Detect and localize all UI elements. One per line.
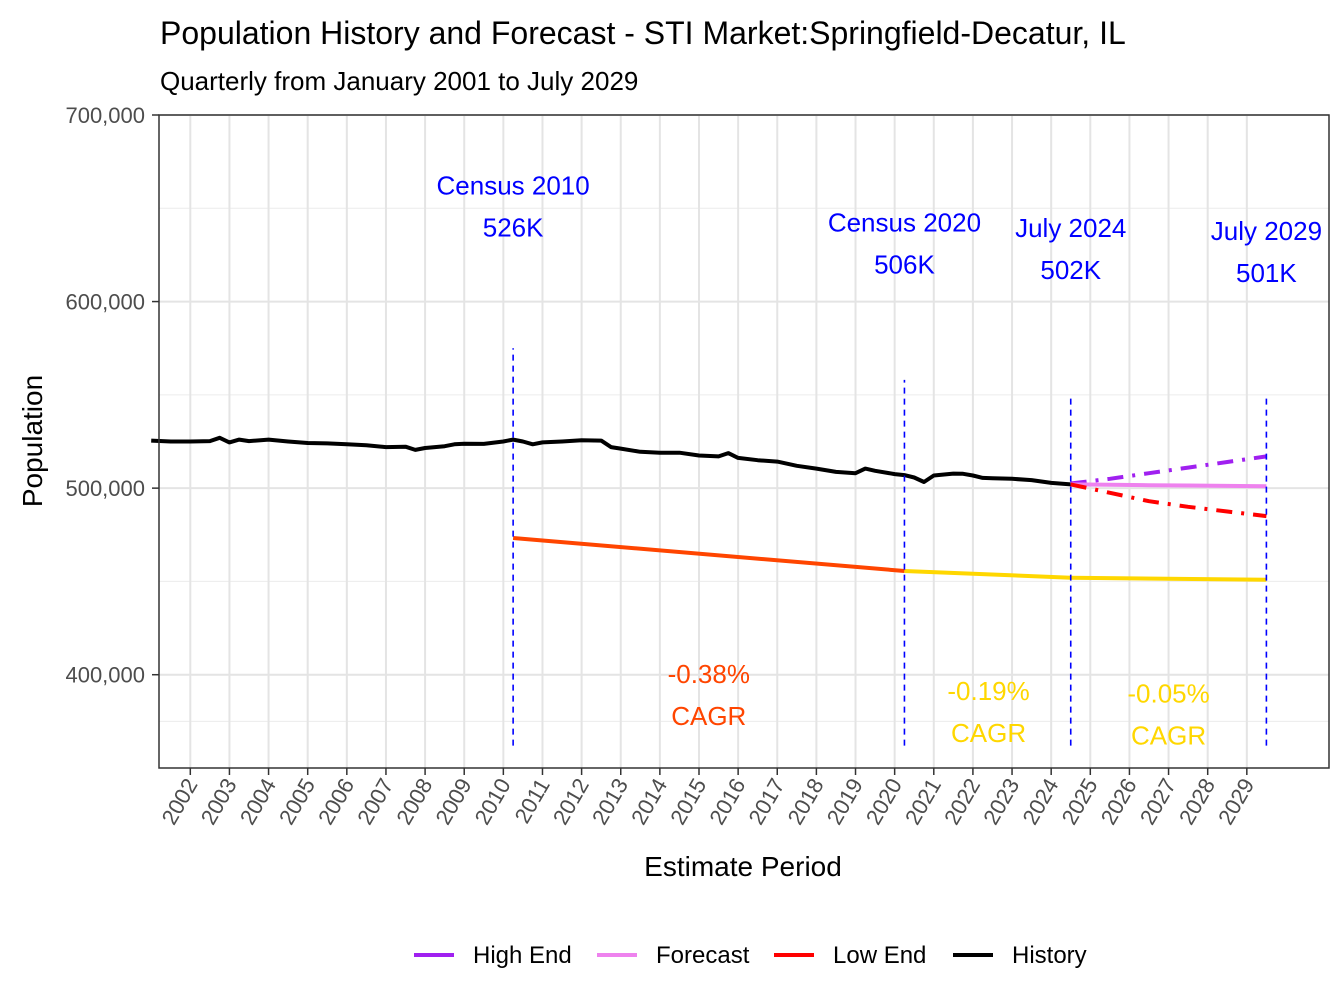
y-tick-label: 600,000 — [65, 290, 145, 315]
y-tick-label: 700,000 — [65, 103, 145, 128]
x-tick-label: 2008 — [391, 774, 437, 829]
x-tick-label: 2028 — [1174, 774, 1220, 829]
series-line-cagr-2020-2024 — [904, 569, 1071, 580]
x-tick-label: 2021 — [900, 774, 946, 829]
series-line-low-end — [1070, 482, 1267, 519]
annotation-label: -0.19% CAGR — [947, 676, 1029, 748]
annotation-label: July 2024 502K — [1015, 213, 1126, 285]
x-tick-label: 2025 — [1057, 774, 1103, 829]
annotation-label: -0.38% CAGR — [668, 659, 750, 731]
x-tick-label: 2016 — [704, 774, 750, 829]
x-tick-label: 2023 — [978, 774, 1024, 829]
annotation-label: Census 2010 526K — [437, 170, 590, 242]
series-line-forecast — [1070, 482, 1267, 489]
x-tick-label: 2020 — [861, 774, 907, 829]
x-axis-label: Estimate Period — [644, 851, 842, 882]
chart-title: Population History and Forecast - STI Ma… — [160, 15, 1126, 51]
legend-label: History — [1012, 942, 1087, 969]
plot-area: Census 2010 526K Census 2020 506K July 2024 5… — [65, 103, 1330, 829]
annotation-label: Census 2020 506K — [828, 208, 981, 280]
plot-border — [158, 114, 1330, 769]
x-tick-label: 2024 — [1017, 774, 1063, 829]
y-tick-label: 400,000 — [65, 663, 145, 688]
x-tick-label: 2010 — [470, 774, 516, 829]
series-line-cagr-2010-2020 — [512, 536, 905, 573]
x-tick-label: 2006 — [313, 774, 359, 829]
chart-subtitle: Quarterly from January 2001 to July 2029 — [160, 66, 638, 96]
x-tick-label: 2004 — [235, 774, 281, 829]
x-tick-label: 2015 — [665, 774, 711, 829]
x-tick-label: 2002 — [157, 774, 203, 829]
x-tick-label: 2013 — [587, 774, 633, 829]
x-tick-label: 2026 — [1096, 774, 1142, 829]
x-tick-label: 2003 — [196, 774, 242, 829]
legend-label: High End — [473, 942, 572, 969]
x-tick-label: 2029 — [1213, 774, 1259, 829]
x-tick-label: 2019 — [822, 774, 868, 829]
legend: High End Forecast Low End History — [414, 942, 1087, 969]
series-line-history — [151, 435, 1071, 487]
y-tick-label: 500,000 — [65, 476, 145, 501]
plot-background — [159, 115, 1329, 768]
legend-label: Low End — [833, 942, 926, 969]
x-tick-label: 2018 — [783, 774, 829, 829]
x-tick-label: 2011 — [510, 774, 555, 827]
x-tick-label: 2022 — [939, 774, 985, 829]
annotation-label: -0.05% CAGR — [1127, 679, 1209, 751]
x-tick-label: 2014 — [626, 774, 672, 829]
annotation-label: July 2029 501K — [1211, 216, 1322, 288]
x-tick-label: 2005 — [274, 774, 320, 829]
x-tick-label: 2027 — [1135, 774, 1181, 829]
y-axis-label: Population — [17, 375, 48, 507]
x-tick-label: 2007 — [352, 774, 398, 829]
x-tick-label: 2017 — [743, 774, 789, 829]
series-line-cagr-2024-2029 — [1070, 575, 1267, 582]
x-tick-label: 2009 — [430, 774, 476, 829]
legend-label: Forecast — [656, 942, 750, 969]
x-tick-label: 2012 — [548, 774, 594, 829]
